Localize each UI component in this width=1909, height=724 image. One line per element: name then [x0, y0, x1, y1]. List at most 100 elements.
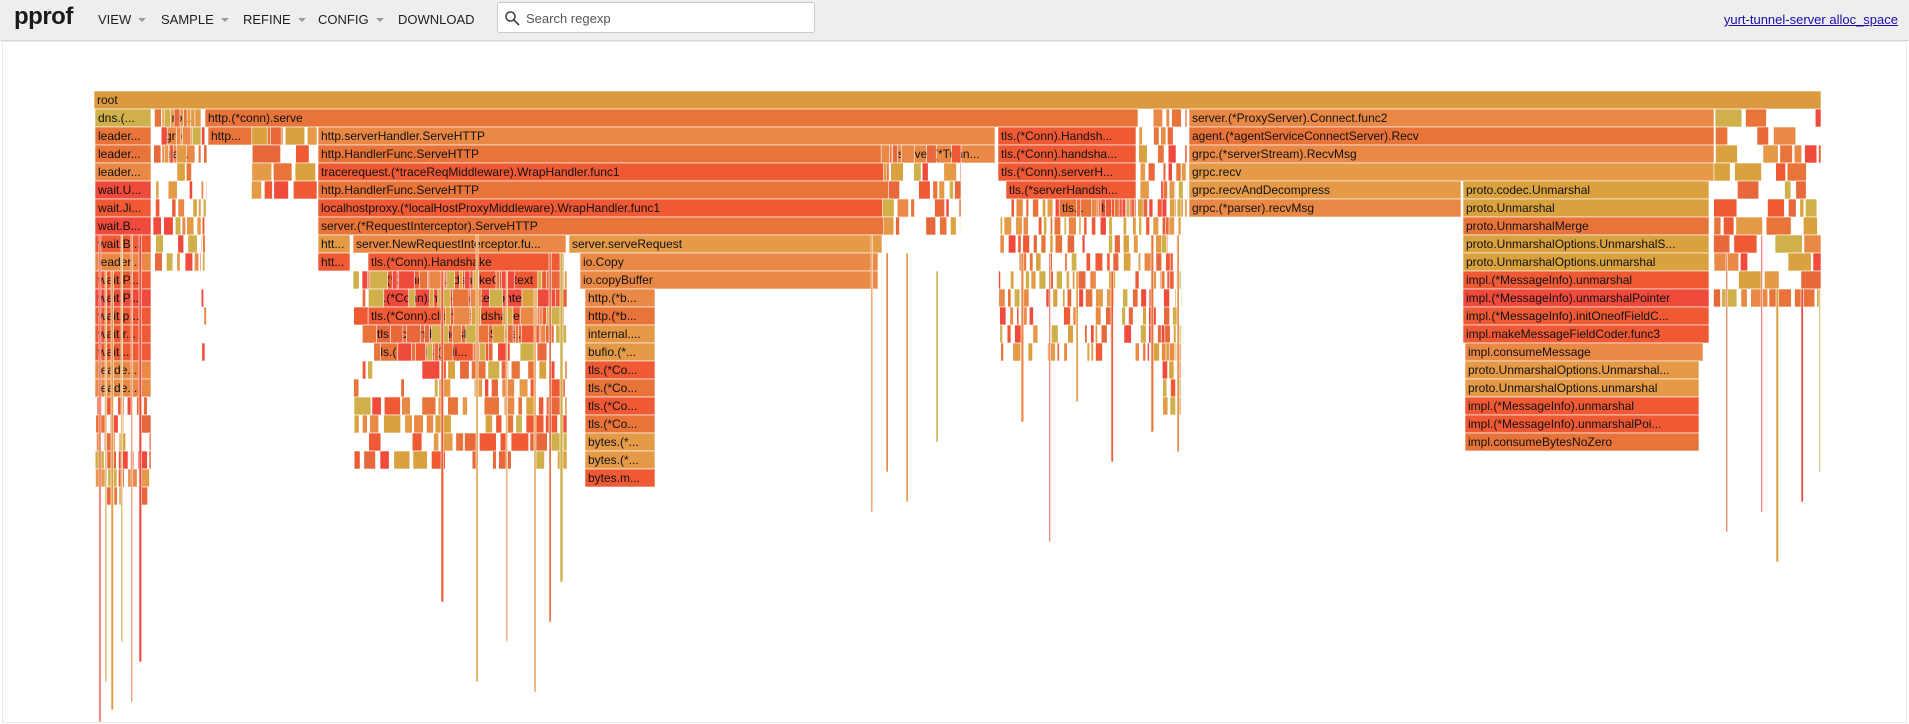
flame-frame[interactable] [880, 144, 890, 164]
flame-frame[interactable] [203, 144, 208, 164]
flame-frame[interactable] [1161, 234, 1167, 254]
flame-frame[interactable] [453, 306, 471, 326]
flame-frame[interactable] [438, 378, 451, 398]
flame-frame[interactable] [1174, 288, 1177, 308]
flame-frame[interactable] [1112, 252, 1119, 272]
flame-frame[interactable] [1046, 198, 1054, 218]
flame-frame[interactable] [143, 396, 148, 416]
flame-frame[interactable] [1162, 378, 1168, 398]
flame-frame[interactable] [1010, 270, 1015, 290]
flame-frame[interactable] [1464, 342, 1704, 362]
flame-frame[interactable] [1803, 234, 1822, 254]
flame-frame[interactable] [177, 234, 185, 254]
flame-frame[interactable] [412, 450, 428, 470]
flame-frame[interactable] [568, 234, 883, 254]
flame-frame[interactable] [564, 360, 568, 380]
flame-frame[interactable] [189, 180, 193, 200]
flame-frame[interactable] [1713, 216, 1722, 236]
flame-frame[interactable] [426, 414, 434, 434]
flame-frame[interactable] [94, 108, 152, 128]
flame-frame[interactable] [459, 360, 470, 380]
flame-frame[interactable] [1110, 270, 1114, 463]
flame-frame[interactable] [938, 180, 945, 200]
flame-frame[interactable] [1123, 252, 1132, 272]
flame-frame[interactable] [352, 270, 360, 290]
flame-frame[interactable] [1168, 180, 1175, 200]
flame-frame[interactable] [501, 378, 515, 398]
flame-frame[interactable] [1169, 252, 1174, 272]
flame-frame[interactable] [459, 270, 463, 290]
flame-graph[interactable]: rootdns.(...grp...http.(*conn).serveserv… [3, 42, 1906, 722]
flame-frame[interactable] [202, 234, 206, 254]
flame-frame[interactable] [1800, 288, 1804, 503]
flame-frame[interactable] [1076, 198, 1082, 218]
flame-frame[interactable] [501, 270, 516, 290]
flame-frame[interactable] [562, 432, 568, 452]
flame-frame[interactable] [545, 270, 562, 290]
flame-frame[interactable] [94, 252, 152, 272]
flame-frame[interactable] [152, 216, 162, 236]
flame-frame[interactable] [1161, 270, 1166, 290]
flame-frame[interactable] [1178, 180, 1184, 200]
flame-frame[interactable] [369, 414, 379, 434]
flame-frame[interactable] [1464, 378, 1700, 398]
flame-frame[interactable] [1138, 216, 1142, 236]
flame-frame[interactable] [1800, 270, 1822, 290]
flame-frame[interactable] [1032, 324, 1039, 344]
flame-frame[interactable] [1805, 198, 1818, 218]
flame-frame[interactable] [452, 324, 462, 344]
flame-frame[interactable] [1715, 144, 1738, 164]
flame-frame[interactable] [141, 414, 152, 434]
flame-frame[interactable] [1016, 306, 1020, 326]
flame-frame[interactable] [1081, 234, 1086, 254]
flame-frame[interactable] [138, 234, 143, 663]
flame-frame[interactable] [199, 252, 202, 272]
flame-frame[interactable] [960, 216, 962, 236]
flame-frame[interactable] [317, 180, 890, 200]
flame-frame[interactable] [1157, 144, 1165, 164]
flame-frame[interactable] [910, 198, 915, 218]
flame-frame[interactable] [113, 486, 118, 506]
flame-frame[interactable] [98, 234, 102, 722]
flame-frame[interactable] [1750, 288, 1769, 308]
flame-frame[interactable] [202, 198, 207, 218]
flame-frame[interactable] [202, 252, 206, 272]
flame-frame[interactable] [505, 414, 514, 434]
flame-frame[interactable] [998, 288, 1006, 308]
flame-frame[interactable] [1184, 198, 1188, 218]
flame-frame[interactable] [379, 450, 390, 470]
flame-frame[interactable] [885, 252, 889, 473]
flame-frame[interactable] [1767, 198, 1785, 218]
flame-frame[interactable] [1132, 288, 1139, 308]
flame-frame[interactable] [391, 270, 398, 290]
flame-frame[interactable] [464, 270, 471, 290]
flame-frame[interactable] [1148, 198, 1154, 218]
flame-frame[interactable] [584, 288, 656, 308]
flame-frame[interactable] [270, 126, 282, 146]
flame-frame[interactable] [1123, 216, 1127, 236]
flame-frame[interactable] [1181, 162, 1187, 182]
flame-frame[interactable] [317, 234, 351, 254]
flame-frame[interactable] [1787, 252, 1812, 272]
flame-frame[interactable] [183, 108, 188, 128]
flame-frame[interactable] [284, 126, 306, 146]
flame-frame[interactable] [1188, 180, 1462, 200]
flame-frame[interactable] [184, 252, 193, 272]
flame-frame[interactable] [475, 234, 479, 683]
flame-frame[interactable] [163, 108, 172, 128]
flame-frame[interactable] [181, 216, 186, 236]
flame-frame[interactable] [1048, 252, 1051, 543]
flame-frame[interactable] [533, 288, 537, 693]
flame-frame[interactable] [126, 396, 134, 416]
flame-frame[interactable] [1132, 216, 1137, 236]
flame-frame[interactable] [429, 288, 435, 308]
flame-frame[interactable] [584, 378, 656, 398]
flame-frame[interactable] [954, 180, 962, 200]
flame-frame[interactable] [120, 234, 123, 643]
flame-frame[interactable] [1104, 198, 1112, 218]
flame-frame[interactable] [1773, 126, 1797, 146]
flame-frame[interactable] [519, 378, 529, 398]
flame-frame[interactable] [1056, 342, 1060, 362]
flame-frame[interactable] [1078, 216, 1082, 236]
flame-frame[interactable] [1014, 288, 1021, 308]
